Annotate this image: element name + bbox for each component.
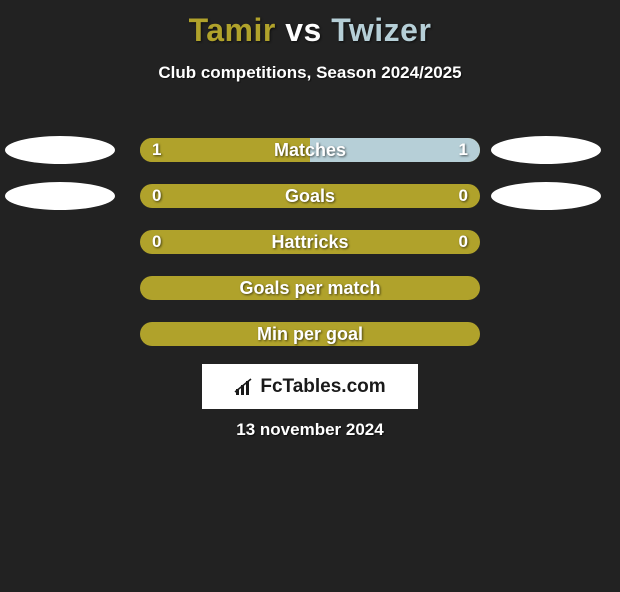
stat-rows: Matches11Goals00Hattricks00Goals per mat… [0,134,620,364]
stat-row: Min per goal [0,318,620,364]
stat-row: Goals00 [0,180,620,226]
stat-value-left: 1 [152,136,161,164]
stat-bar [140,322,480,346]
stat-bar-fill-left [140,138,310,162]
stat-row: Goals per match [0,272,620,318]
subtitle: Club competitions, Season 2024/2025 [0,63,620,83]
title-player1: Tamir [189,12,276,48]
stat-row: Matches11 [0,134,620,180]
stat-value-right: 1 [459,136,468,164]
stat-bar [140,184,480,208]
attribution-logo-text: FcTables.com [234,376,385,398]
stat-bar-fill-right [310,138,480,162]
stat-value-right: 0 [459,182,468,210]
title-player2: Twizer [331,12,431,48]
title-vs: vs [285,12,322,48]
date-text: 13 november 2024 [0,420,620,440]
attribution-logo-label: FcTables.com [260,376,385,398]
attribution-logo: FcTables.com [202,364,418,409]
stat-bar [140,138,480,162]
player1-ellipse-icon [5,136,115,164]
stat-row: Hattricks00 [0,226,620,272]
bars-icon [234,378,256,396]
stat-value-right: 0 [459,228,468,256]
stat-value-left: 0 [152,228,161,256]
player2-ellipse-icon [491,182,601,210]
stat-bar [140,276,480,300]
stat-value-left: 0 [152,182,161,210]
stat-bar [140,230,480,254]
page-title: Tamir vs Twizer [0,12,620,49]
player1-ellipse-icon [5,182,115,210]
player2-ellipse-icon [491,136,601,164]
